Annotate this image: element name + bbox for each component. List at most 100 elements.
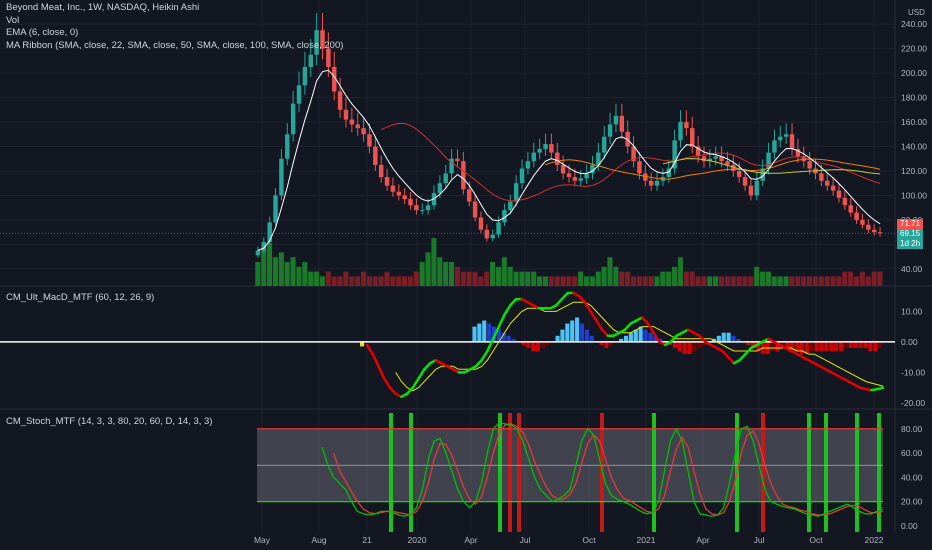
macd-histogram-bar [834, 341, 839, 352]
volume-bar [625, 271, 631, 286]
candle-body [807, 161, 812, 169]
macd-line-segment [371, 352, 380, 368]
x-tick-label: 2022 [865, 535, 884, 545]
volume-bar [724, 276, 730, 286]
volume-bar [513, 271, 519, 286]
volume-bar [284, 262, 290, 286]
volume-bar [572, 276, 578, 286]
stoch-cross-up-bar [652, 413, 656, 532]
macd-histogram-bar [721, 332, 726, 342]
macd-histogram-bar [858, 341, 863, 348]
candle-body [666, 168, 672, 178]
macd-histogram-bar [482, 320, 487, 342]
macd-histogram-bar [804, 341, 809, 355]
stoch-k-line [321, 421, 884, 517]
volume-bar [607, 257, 613, 286]
macd-histogram-bar [770, 341, 775, 352]
ribbon-label[interactable]: MA Ribbon (SMA, close, 22, SMA, close, 5… [6, 39, 344, 51]
macd-line-segment [497, 313, 506, 328]
volume-bar [407, 276, 413, 286]
macd-histogram-bar [775, 341, 780, 352]
macd-histogram-bar [785, 341, 790, 348]
volume-bar [507, 266, 513, 286]
volume-bar [789, 276, 795, 286]
stoch-title[interactable]: CM_Stoch_MTF (14, 3, 3, 80, 20, 60, D, 1… [6, 416, 213, 427]
candle-body [819, 173, 824, 181]
volume-bar [619, 271, 625, 286]
candle-body [725, 161, 730, 165]
candle-body [513, 183, 519, 202]
stoch-tick-label: 40.00 [901, 472, 923, 482]
candle-body [836, 190, 842, 198]
stoch-cross-down-bar [517, 413, 521, 532]
price-tick-label: 240.00 [901, 19, 927, 29]
candle-body [766, 152, 771, 169]
macd-histogram-bar [819, 341, 824, 352]
ema-label[interactable]: EMA (6, close, 0) [6, 27, 79, 38]
vol-label[interactable]: Vol [6, 14, 20, 26]
volume-bar [443, 262, 449, 286]
stoch-cross-up-bar [824, 413, 828, 532]
candle-body [877, 232, 883, 234]
volume-bar [419, 262, 425, 286]
volume-bar [490, 262, 496, 286]
volume-bar [795, 276, 801, 286]
macd-signal-line [395, 301, 884, 392]
macd-histogram-bar [560, 329, 565, 342]
price-tick-label: 140.00 [901, 141, 927, 151]
candle-body [555, 152, 560, 165]
macd-histogram-bar [604, 341, 609, 348]
macd-histogram-bar [565, 323, 570, 342]
macd-line-segment [669, 334, 678, 344]
volume-bar [472, 271, 478, 286]
candle-body [296, 85, 302, 104]
macd-line-segment [554, 297, 564, 307]
candle-body [760, 168, 765, 181]
volume-bar [349, 276, 355, 286]
candle-body [332, 66, 337, 92]
candle-body [701, 156, 707, 162]
symbol-title[interactable]: Beyond Meat, Inc., 1W, NASDAQ, Heikin As… [6, 2, 200, 13]
volume-bar [578, 271, 584, 286]
macd-histogram-bar [540, 341, 545, 348]
candle-body [842, 197, 848, 206]
macd-line-segment [486, 337, 495, 353]
macd-title[interactable]: CM_Ult_MacD_MTF (60, 12, 26, 9) [6, 292, 155, 303]
volume-bar [830, 276, 836, 286]
stoch-cross-up-bar [389, 413, 393, 532]
price-tick-label: 180.00 [901, 93, 927, 103]
volume-bar [630, 276, 636, 286]
candle-body [290, 103, 296, 135]
candle-body [414, 205, 419, 211]
sma-100-line [662, 158, 881, 175]
volume-bar [396, 276, 402, 286]
candle-body [466, 189, 472, 202]
volume-bar [672, 266, 678, 286]
volume-bar [519, 271, 525, 286]
volume-bar [718, 276, 725, 286]
volume-bar [871, 271, 877, 286]
volume-bar [654, 276, 660, 286]
macd-pane[interactable] [0, 291, 895, 399]
volume-bar [683, 271, 689, 286]
macd-histogram-bar [638, 326, 643, 342]
candle-body [584, 173, 589, 179]
candle-body [695, 146, 701, 157]
macd-histogram-bar [726, 332, 731, 342]
macd-line-segment [738, 352, 747, 362]
macd-histogram-bar [824, 341, 829, 352]
macd-histogram-bar [843, 341, 848, 348]
macd-histogram-bar [878, 341, 883, 348]
currency-label: USD [908, 8, 925, 17]
volume-bar [783, 276, 789, 286]
candle-body [748, 185, 754, 196]
volume-bar [454, 266, 460, 286]
volume-bar [261, 247, 267, 286]
candle-body [631, 146, 636, 162]
volume-bar [460, 271, 466, 286]
price-pane[interactable] [0, 12, 895, 286]
macd-histogram-bar [506, 335, 511, 342]
stoch-pane[interactable] [257, 413, 884, 532]
candle-body [367, 134, 372, 147]
volume-bar [355, 276, 361, 286]
